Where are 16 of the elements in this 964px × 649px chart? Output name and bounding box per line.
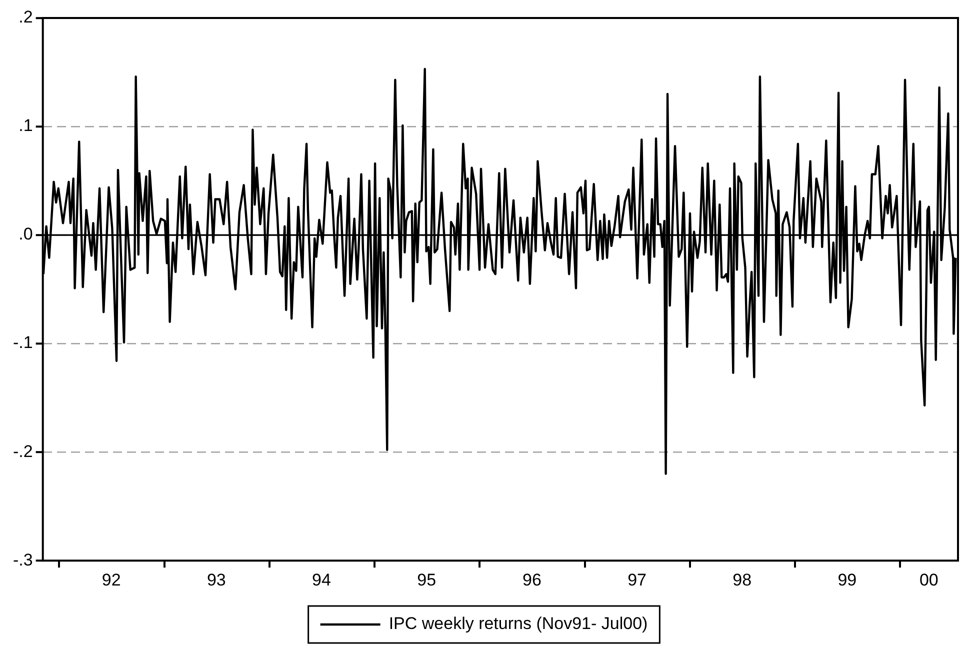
y-tick-label: -.1: [12, 333, 33, 352]
x-tick-label: 98: [732, 570, 752, 590]
x-tick-label: 97: [628, 570, 646, 590]
x-tick-label: 93: [206, 570, 226, 590]
legend-label: IPC weekly returns (Nov91- Jul00): [388, 614, 648, 634]
y-tick-label: -.2: [12, 442, 33, 461]
x-tick-label: 92: [102, 570, 121, 590]
x-tick-label: 95: [417, 570, 436, 590]
y-tick-label: .2: [18, 8, 33, 27]
y-tick-label: .0: [18, 224, 33, 244]
y-tick-label: .1: [18, 116, 33, 136]
y-tick-label: -.3: [12, 550, 33, 570]
x-tick-label: 94: [312, 570, 331, 590]
x-tick-label: 99: [838, 570, 857, 590]
x-tick-label: 96: [522, 570, 542, 590]
x-tick-label: 00: [919, 570, 938, 590]
